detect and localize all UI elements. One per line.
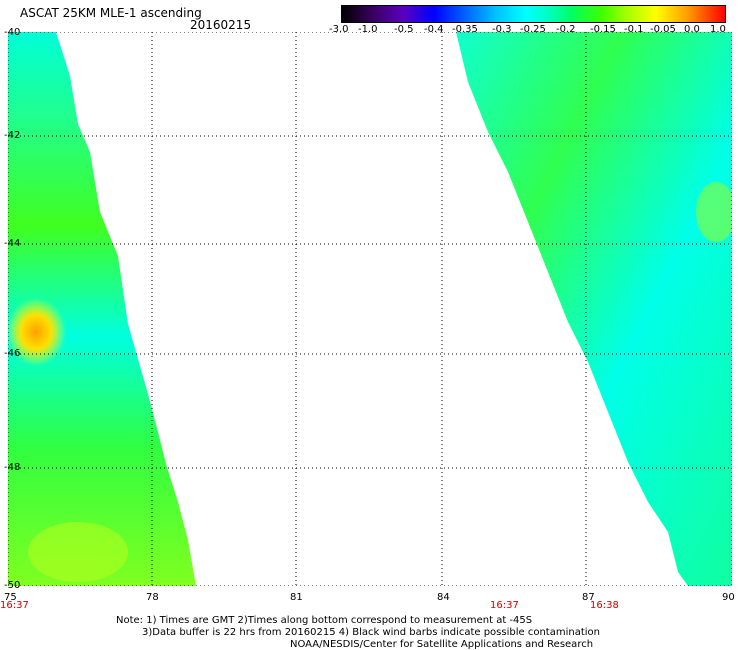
- x-axis-label: 81: [290, 592, 303, 603]
- map-grid: [8, 32, 732, 586]
- x-axis-label: 90: [722, 592, 735, 603]
- colorbar-label: -0.1: [624, 24, 644, 35]
- x-axis-label: 87: [582, 592, 595, 603]
- y-axis-label: -48: [4, 462, 21, 473]
- colorbar-label: -1.0: [358, 24, 378, 35]
- y-axis-label: -46: [4, 348, 21, 359]
- colorbar-label: -0.4: [424, 24, 444, 35]
- colorbar-label: -3.0: [329, 24, 349, 35]
- colorbar-label: -0.35: [452, 24, 478, 35]
- colorbar-label: -0.15: [590, 24, 616, 35]
- product-title: ASCAT 25KM MLE-1 ascending: [20, 6, 202, 20]
- colorbar-label: -0.25: [520, 24, 546, 35]
- note-line-1: Note: 1) Times are GMT 2)Times along bot…: [116, 615, 533, 626]
- high-value-spot: [8, 298, 66, 366]
- product-date: 20160215: [190, 18, 252, 32]
- note-line-3: NOAA/NESDIS/Center for Satellite Applica…: [290, 639, 594, 650]
- colorbar-label: 0.0: [684, 24, 700, 35]
- y-axis-label: -40: [4, 27, 21, 38]
- colorbar: [341, 5, 726, 23]
- x-axis-label: 84: [437, 592, 450, 603]
- time-label: 16:37: [490, 600, 519, 611]
- right-swath: [456, 32, 732, 586]
- colorbar-label: -0.3: [492, 24, 512, 35]
- note-line-2: 3)Data buffer is 22 hrs from 20160215 4)…: [142, 627, 600, 638]
- y-axis-label: -42: [4, 130, 21, 141]
- left-swath: [8, 32, 196, 586]
- wind-map: [8, 32, 732, 586]
- colorbar-label: -0.05: [650, 24, 676, 35]
- y-axis-label: -44: [4, 238, 21, 249]
- colorbar-label: 1.0: [710, 24, 726, 35]
- y-axis-label: -50: [4, 580, 21, 591]
- time-label: 16:37: [0, 600, 29, 611]
- colorbar-label: -0.5: [394, 24, 414, 35]
- x-axis-label: 78: [146, 592, 159, 603]
- x-axis-label: 75: [4, 592, 17, 603]
- time-label: 16:38: [590, 600, 619, 611]
- colorbar-label: -0.2: [556, 24, 576, 35]
